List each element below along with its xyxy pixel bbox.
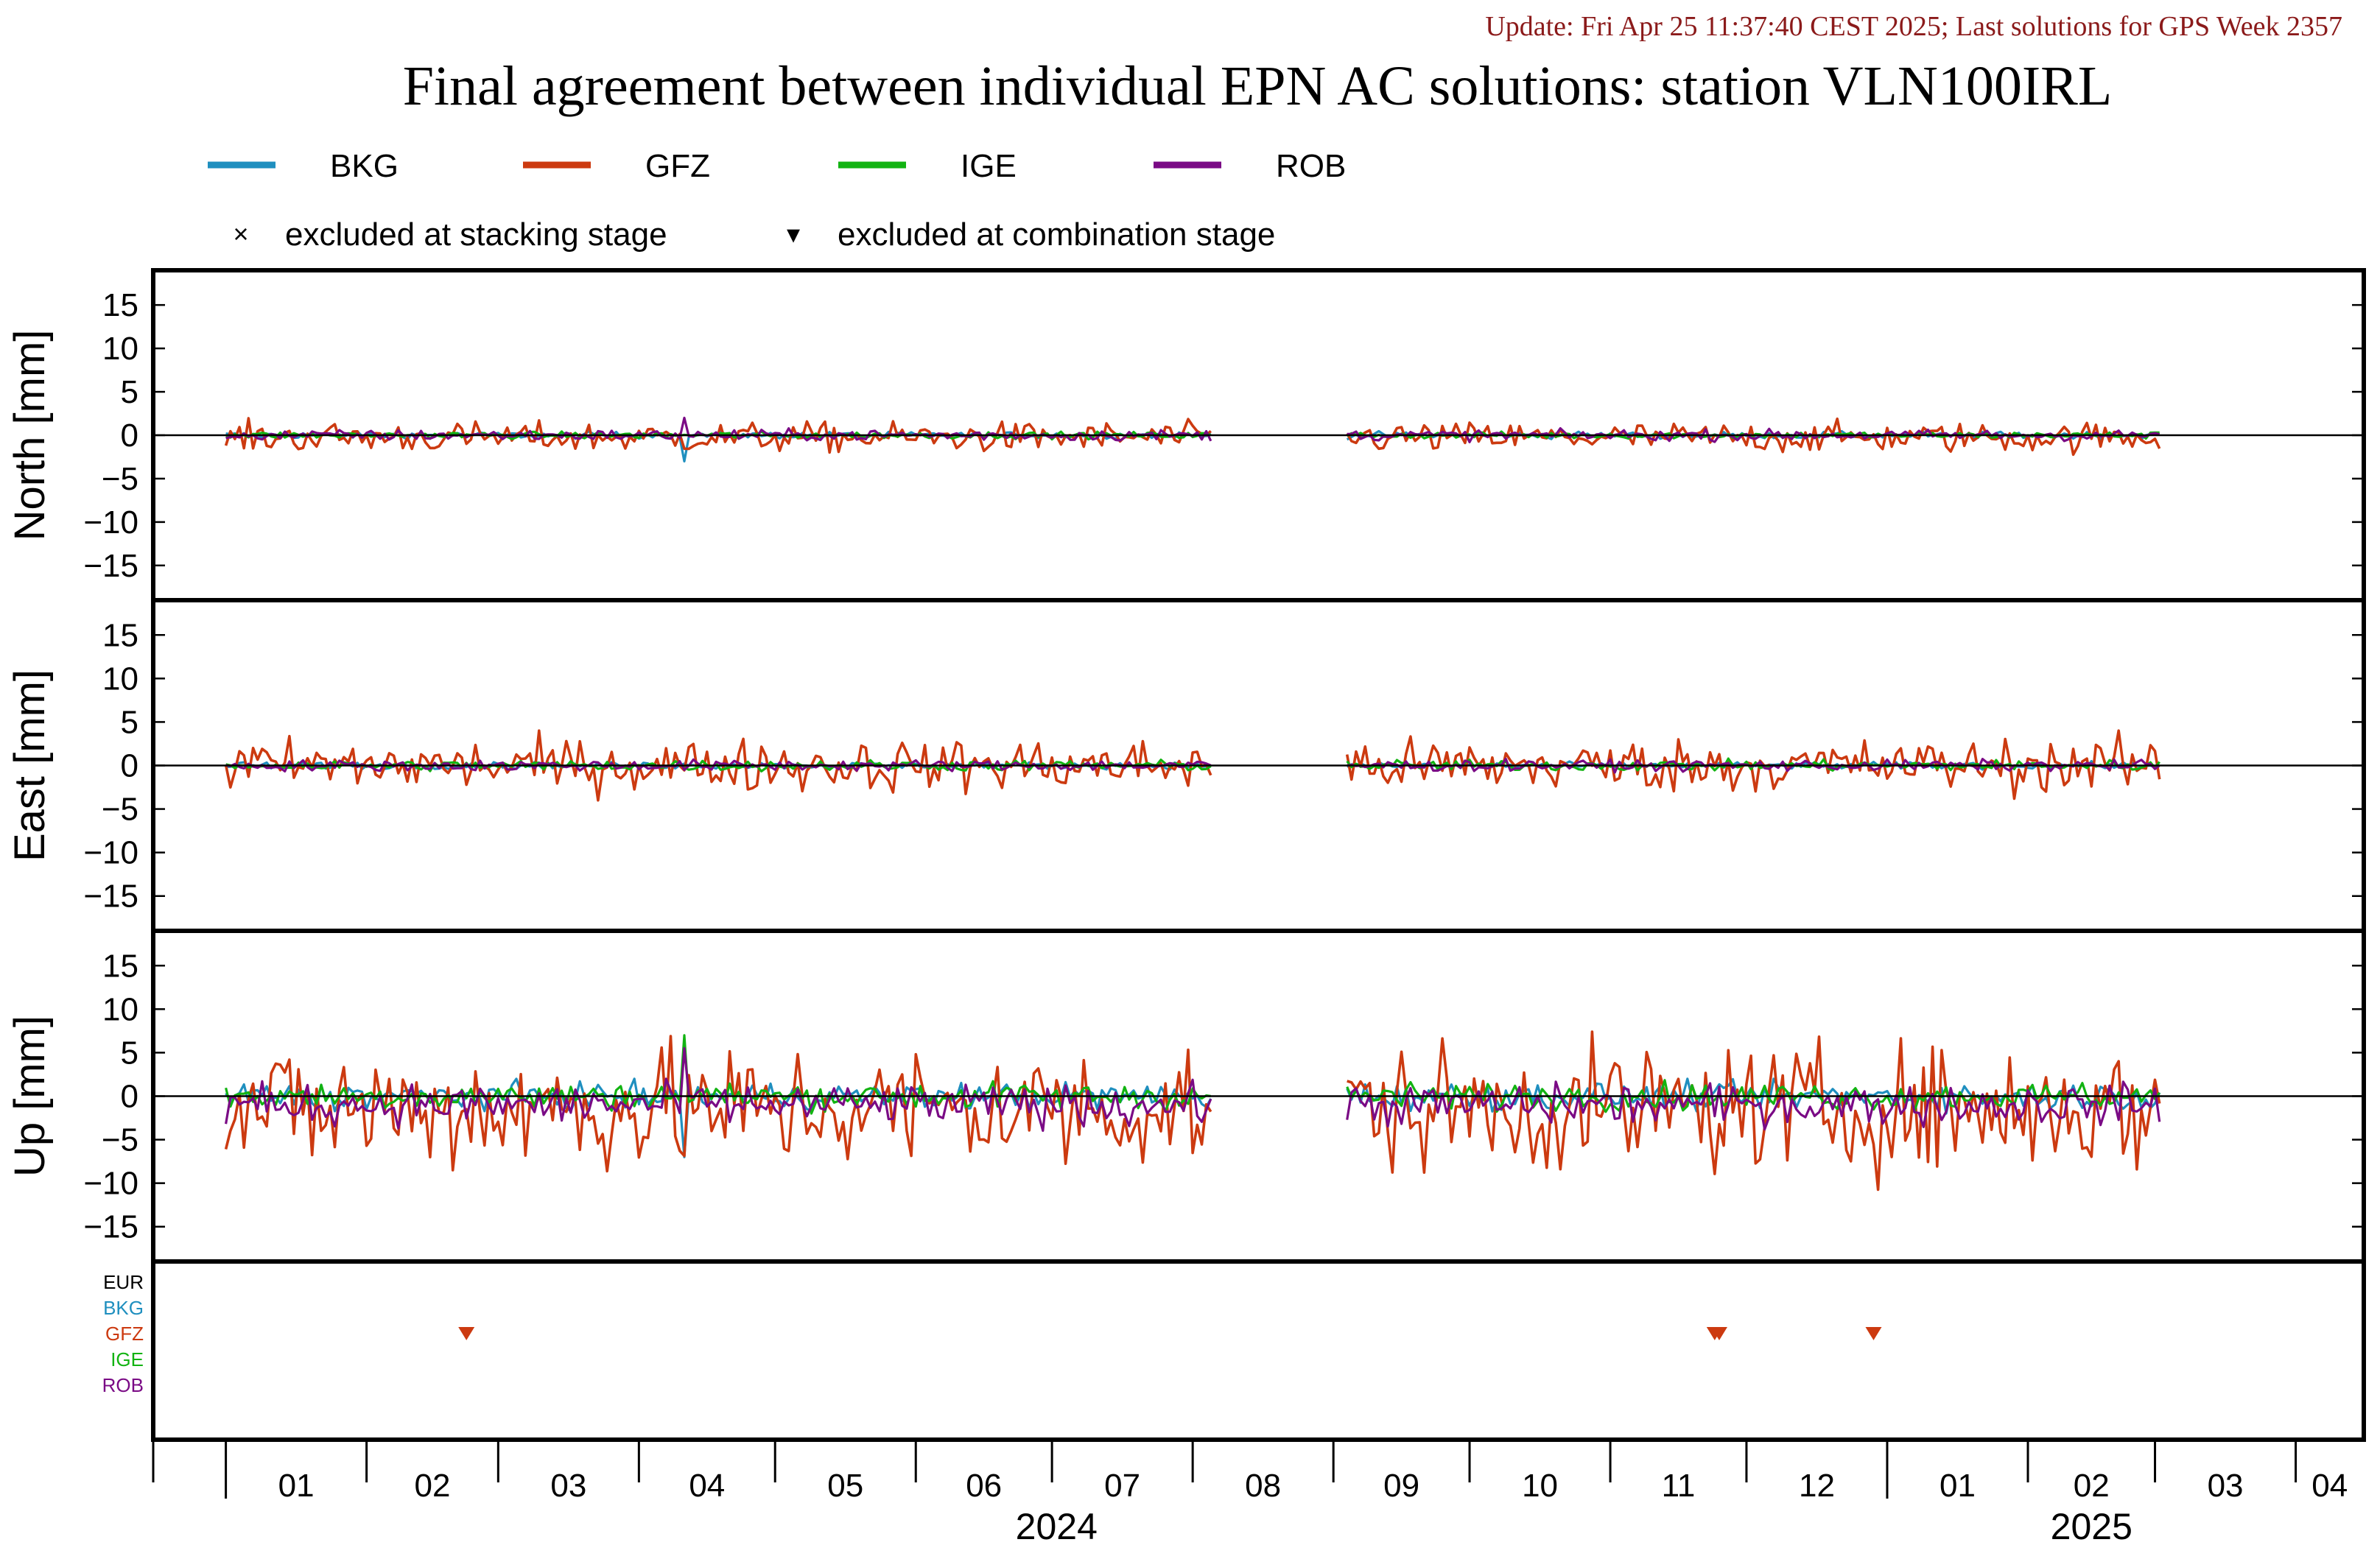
y-tick-label: −10 <box>83 504 138 541</box>
plot-panels: 15 10 5 0 −5 −10 −15 North [mm] 15 10 5 0 −5 −10 −15 Ea… <box>6 268 2366 1442</box>
combination-exclusion-marker <box>1865 1327 1882 1340</box>
stacking-exclusion-label: excluded at stacking stage <box>285 217 667 253</box>
month-label: 02 <box>414 1468 450 1504</box>
series-line-gfz-up-2 <box>1347 1030 2161 1192</box>
month-label: 01 <box>278 1468 315 1504</box>
y-tick-label: 15 <box>102 617 138 653</box>
y-tick-label: 5 <box>121 1035 138 1071</box>
combination-exclusion-label: excluded at combination stage <box>838 217 1275 253</box>
y-tick-label: 15 <box>102 287 138 323</box>
month-label: 03 <box>2208 1468 2244 1504</box>
exclusion-panel-frame <box>151 1259 2366 1442</box>
month-label: 04 <box>2311 1468 2348 1504</box>
month-label: 02 <box>2074 1468 2110 1504</box>
y-tick-label: 5 <box>121 704 138 740</box>
legend-label-gfz: GFZ <box>645 148 710 184</box>
year-label-2024: 2024 <box>1016 1506 1098 1545</box>
time-axis: 01 02 03 04 05 06 07 08 09 10 11 12 01 02 03 04 2024 2025 <box>152 1438 2364 1545</box>
y-tick-label: −15 <box>83 1209 138 1245</box>
y-tick-label: 0 <box>121 418 138 454</box>
series-line-gfz-east-1 <box>224 729 1212 802</box>
y-axis-label-up: Up [mm] <box>6 1016 54 1177</box>
combination-exclusion-marker <box>458 1327 475 1340</box>
y-axis-label-east: East [mm] <box>6 669 54 862</box>
y-axis-label-north: North [mm] <box>6 330 54 541</box>
update-text: Update: Fri Apr 25 11:37:40 CEST 2025; L… <box>1485 11 2342 42</box>
y-tick-label: 10 <box>102 991 138 1027</box>
month-label: 11 <box>1662 1468 1696 1504</box>
y-tick-label: 10 <box>102 331 138 367</box>
month-label: 08 <box>1245 1468 1281 1504</box>
y-tick-label: 15 <box>102 948 138 984</box>
y-tick-label: −5 <box>102 1122 138 1158</box>
panel-east: 15 10 5 0 −5 −10 −15 East [mm] <box>6 598 2366 933</box>
chart-title: Final agreement between individual EPN A… <box>403 55 2113 117</box>
y-tick-label: −15 <box>83 548 138 584</box>
exclusion-row-label-eur: EUR <box>103 1271 144 1293</box>
exclusion-row-label-ige: IGE <box>110 1348 144 1370</box>
y-tick-label: −10 <box>83 835 138 871</box>
legend-label-ige: IGE <box>961 148 1017 184</box>
month-label: 09 <box>1383 1468 1419 1504</box>
y-tick-label: 0 <box>121 748 138 784</box>
y-tick-label: −15 <box>83 879 138 915</box>
exclusion-row-label-bkg: BKG <box>103 1297 144 1319</box>
panel-exclusions: EUR BKG GFZ IGE ROB <box>102 1259 2366 1442</box>
series-line-gfz-east-2 <box>1345 729 2161 800</box>
y-tick-label: −10 <box>83 1166 138 1202</box>
legend-label-bkg: BKG <box>330 148 399 184</box>
month-label: 12 <box>1799 1468 1835 1504</box>
legend: BKG GFZ IGE ROB × excluded at stacking stage ▾… <box>208 148 1346 253</box>
year-label-2025: 2025 <box>2051 1506 2132 1545</box>
y-tick-label: −5 <box>102 792 138 828</box>
month-label: 04 <box>689 1468 725 1504</box>
month-label: 03 <box>550 1468 586 1504</box>
month-label: 10 <box>1522 1468 1558 1504</box>
series-line-rob-up-2 <box>1346 1080 2161 1131</box>
series-line-ige-up-2 <box>1346 1079 2160 1113</box>
y-tick-label: 10 <box>102 661 138 697</box>
stacking-exclusion-symbol: × <box>233 219 248 249</box>
y-tick-label: −5 <box>102 461 138 497</box>
exclusion-row-label-gfz: GFZ <box>105 1323 144 1345</box>
month-label: 05 <box>827 1468 863 1504</box>
y-tick-label: 0 <box>121 1079 138 1115</box>
panel-up: 15 10 5 0 −5 −10 −15 Up [mm] <box>6 929 2366 1264</box>
month-label: 01 <box>1940 1468 1976 1504</box>
legend-label-rob: ROB <box>1276 148 1346 184</box>
y-tick-label: 5 <box>121 374 138 410</box>
combination-exclusion-symbol: ▾ <box>787 219 800 249</box>
month-label: 06 <box>966 1468 1002 1504</box>
combination-exclusion-marker <box>1710 1327 1727 1340</box>
panel-north: 15 10 5 0 −5 −10 −15 North [mm] <box>6 268 2366 602</box>
exclusion-row-label-rob: ROB <box>102 1374 144 1396</box>
month-label: 07 <box>1104 1468 1140 1504</box>
